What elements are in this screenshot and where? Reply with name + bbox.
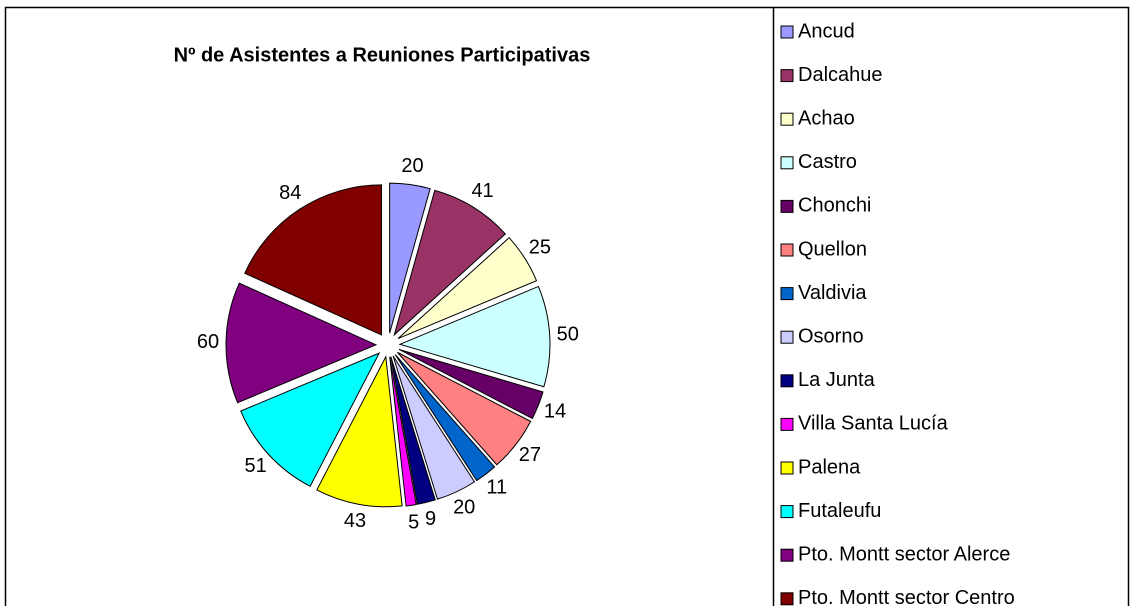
legend-label: La Junta	[798, 369, 876, 391]
chart-border	[4, 6, 1130, 606]
data-label: 43	[344, 510, 366, 532]
pie-slice	[225, 282, 378, 404]
legend-swatch	[780, 69, 794, 83]
legend-label: Palena	[798, 456, 861, 478]
data-label: 50	[557, 323, 579, 345]
legend-swatch	[780, 243, 794, 257]
legend-swatch	[780, 548, 794, 562]
pie-slice	[244, 184, 382, 336]
legend-swatch	[780, 505, 794, 519]
pie-slice	[393, 189, 507, 337]
pie-slice	[390, 356, 436, 505]
pie-slice	[240, 352, 381, 487]
pie-slice	[394, 354, 496, 482]
legend-swatch	[780, 374, 794, 388]
legend-swatch	[780, 156, 794, 170]
data-label: 5	[408, 511, 419, 533]
legend-label: Quellon	[798, 238, 867, 260]
legend-swatch	[780, 199, 794, 213]
pie-slice	[389, 356, 417, 507]
data-label: 11	[486, 477, 507, 499]
pie-slice	[316, 355, 403, 508]
legend-label: Pto. Montt sector Centro	[798, 587, 1015, 606]
legend-swatch	[780, 25, 794, 39]
data-label: 27	[519, 444, 541, 466]
legend-swatch	[780, 461, 794, 475]
legend-label: Valdivia	[798, 282, 867, 304]
legend-label: Futaleufu	[798, 500, 881, 522]
legend-swatch	[780, 287, 794, 301]
data-label: 14	[544, 400, 566, 422]
data-label: 20	[453, 496, 475, 518]
legend-label: Achao	[798, 107, 855, 129]
legend-swatch	[780, 330, 794, 344]
pie-slice	[397, 236, 538, 340]
data-label: 51	[244, 455, 266, 477]
data-label: 84	[279, 182, 301, 204]
legend-swatch	[780, 112, 794, 126]
legend-label: Castro	[798, 151, 857, 173]
pie-slice	[398, 348, 544, 420]
data-label: 60	[197, 331, 219, 353]
data-label: 41	[471, 180, 493, 202]
pie-slice	[392, 355, 476, 500]
legend-label: Chonchi	[798, 195, 871, 217]
legend-label: Pto. Montt sector Alerce	[798, 543, 1010, 565]
pie-slice	[397, 351, 532, 466]
pie-slice	[389, 182, 431, 334]
data-label: 9	[425, 508, 436, 530]
chart-title: Nº de Asistentes a Reuniones Participati…	[174, 44, 591, 66]
legend-label: Dalcahue	[798, 64, 883, 86]
legend-label: Osorno	[798, 325, 864, 347]
data-label: 25	[529, 237, 551, 259]
legend-swatch	[780, 592, 794, 606]
data-label: 20	[401, 155, 423, 177]
pie-slice	[398, 285, 551, 388]
legend-swatch	[780, 417, 794, 431]
legend-label: Villa Santa Lucía	[798, 413, 949, 435]
legend-label: Ancud	[798, 20, 855, 42]
